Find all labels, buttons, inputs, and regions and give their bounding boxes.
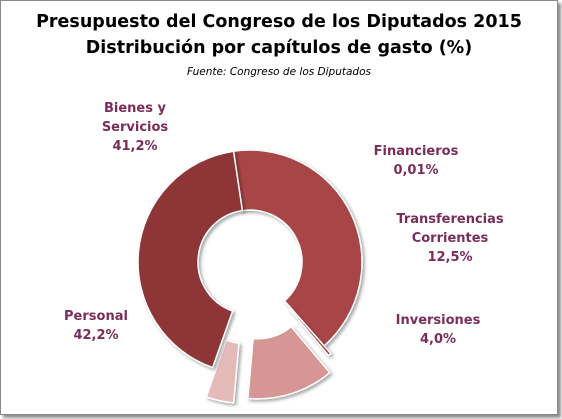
donut-slice-2 — [247, 325, 331, 400]
slice-value-3: 4,0% — [420, 332, 456, 347]
slice-value-0: 41,2% — [112, 139, 157, 154]
slice-label-1: Financieros 0,01% — [374, 144, 459, 178]
slice-name-0: Bienes y — [104, 101, 167, 116]
slice-label-0: Bienes y Servicios 41,2% — [102, 101, 169, 154]
slice-value-2: 12,5% — [427, 250, 472, 265]
donut-slice-0 — [229, 149, 363, 347]
slice-name-3: Inversiones — [396, 313, 481, 328]
donut-slice-4 — [137, 150, 244, 369]
chart-title-line1: Presupuesto del Congreso de los Diputado… — [36, 12, 522, 32]
slice-label-4: Personal 42,2% — [64, 309, 128, 343]
slice-label-2: Transferencias Corrientes 12,5% — [396, 212, 504, 265]
slice-value-4: 42,2% — [73, 328, 118, 343]
slice-name-4: Personal — [64, 309, 128, 324]
slice-label-3: Inversiones 4,0% — [396, 313, 481, 347]
slice-name-2: Corrientes — [412, 231, 489, 246]
slice-value-1: 0,01% — [393, 163, 438, 178]
donut-slice-1 — [288, 307, 332, 357]
slice-name-0: Servicios — [102, 120, 169, 135]
donut-slice-3 — [205, 339, 240, 404]
slice-name-1: Financieros — [374, 144, 459, 159]
chart-source: Fuente: Congreso de los Diputados — [187, 66, 371, 78]
slice-name-2: Transferencias — [396, 212, 504, 227]
chart-title-line2: Distribución por capítulos de gasto (%) — [85, 38, 473, 58]
